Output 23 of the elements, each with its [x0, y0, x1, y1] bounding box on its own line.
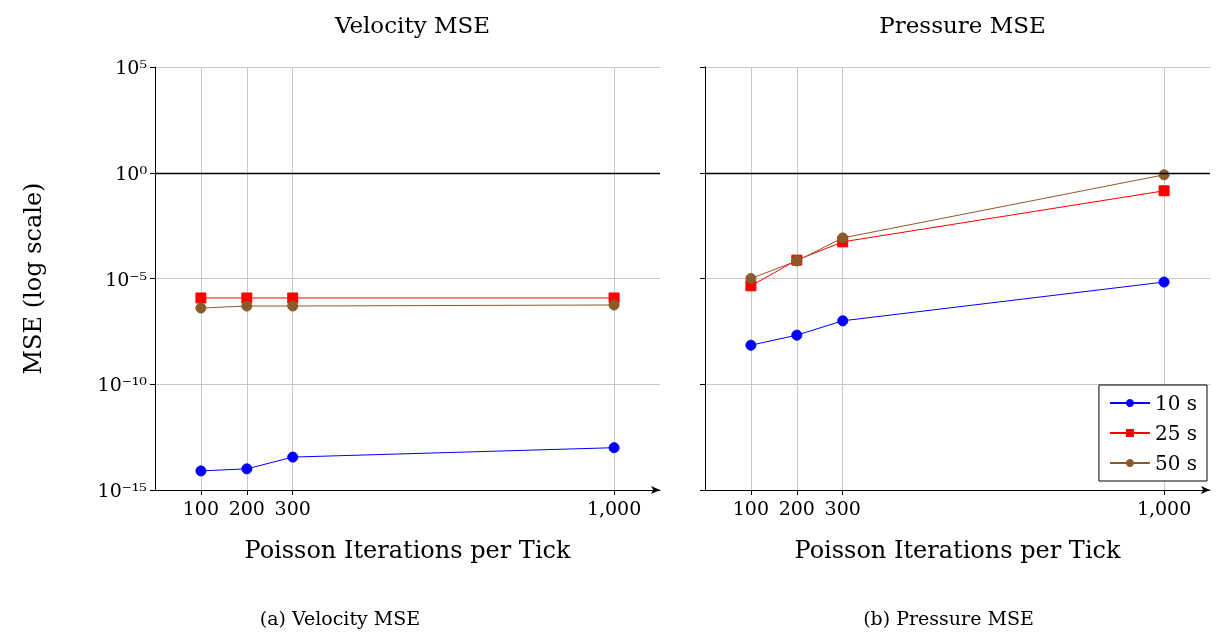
legend-label: 25 s — [1154, 421, 1198, 445]
text: (b) Pressure MSE — [863, 606, 1034, 629]
chart-title: Pressure MSE — [879, 11, 1046, 38]
x-tick-label: 300 — [274, 496, 311, 519]
x-tick-label: 100 — [182, 496, 220, 519]
y-tick-label: 10⁵ — [115, 56, 147, 78]
x-tick-label: 1,000 — [586, 496, 642, 519]
x-tick-label: 300 — [824, 496, 861, 519]
x-axis-title: Poisson Iterations per Tick — [244, 536, 571, 564]
x-tick-label: 100 — [732, 496, 770, 519]
y-tick-label: 10⁰ — [115, 161, 148, 184]
x-tick-label: 200 — [228, 496, 265, 519]
x-tick-label: 200 — [778, 496, 815, 519]
text: (a) Velocity MSE — [259, 606, 421, 629]
chart-title: Velocity MSE — [333, 11, 491, 38]
legend-label: 10 s — [1154, 391, 1198, 415]
x-tick-label: 1,000 — [1136, 496, 1192, 519]
x-axis-title: Poisson Iterations per Tick — [794, 536, 1121, 564]
y-tick-label: 10⁻¹⁵ — [97, 479, 147, 501]
legend-label: 50 s — [1154, 451, 1198, 475]
y-tick-label: 10⁻¹⁰ — [97, 373, 148, 396]
y-tick-label: 10⁻⁵ — [105, 267, 147, 290]
y-axis-title: MSE (log scale) — [19, 182, 47, 375]
